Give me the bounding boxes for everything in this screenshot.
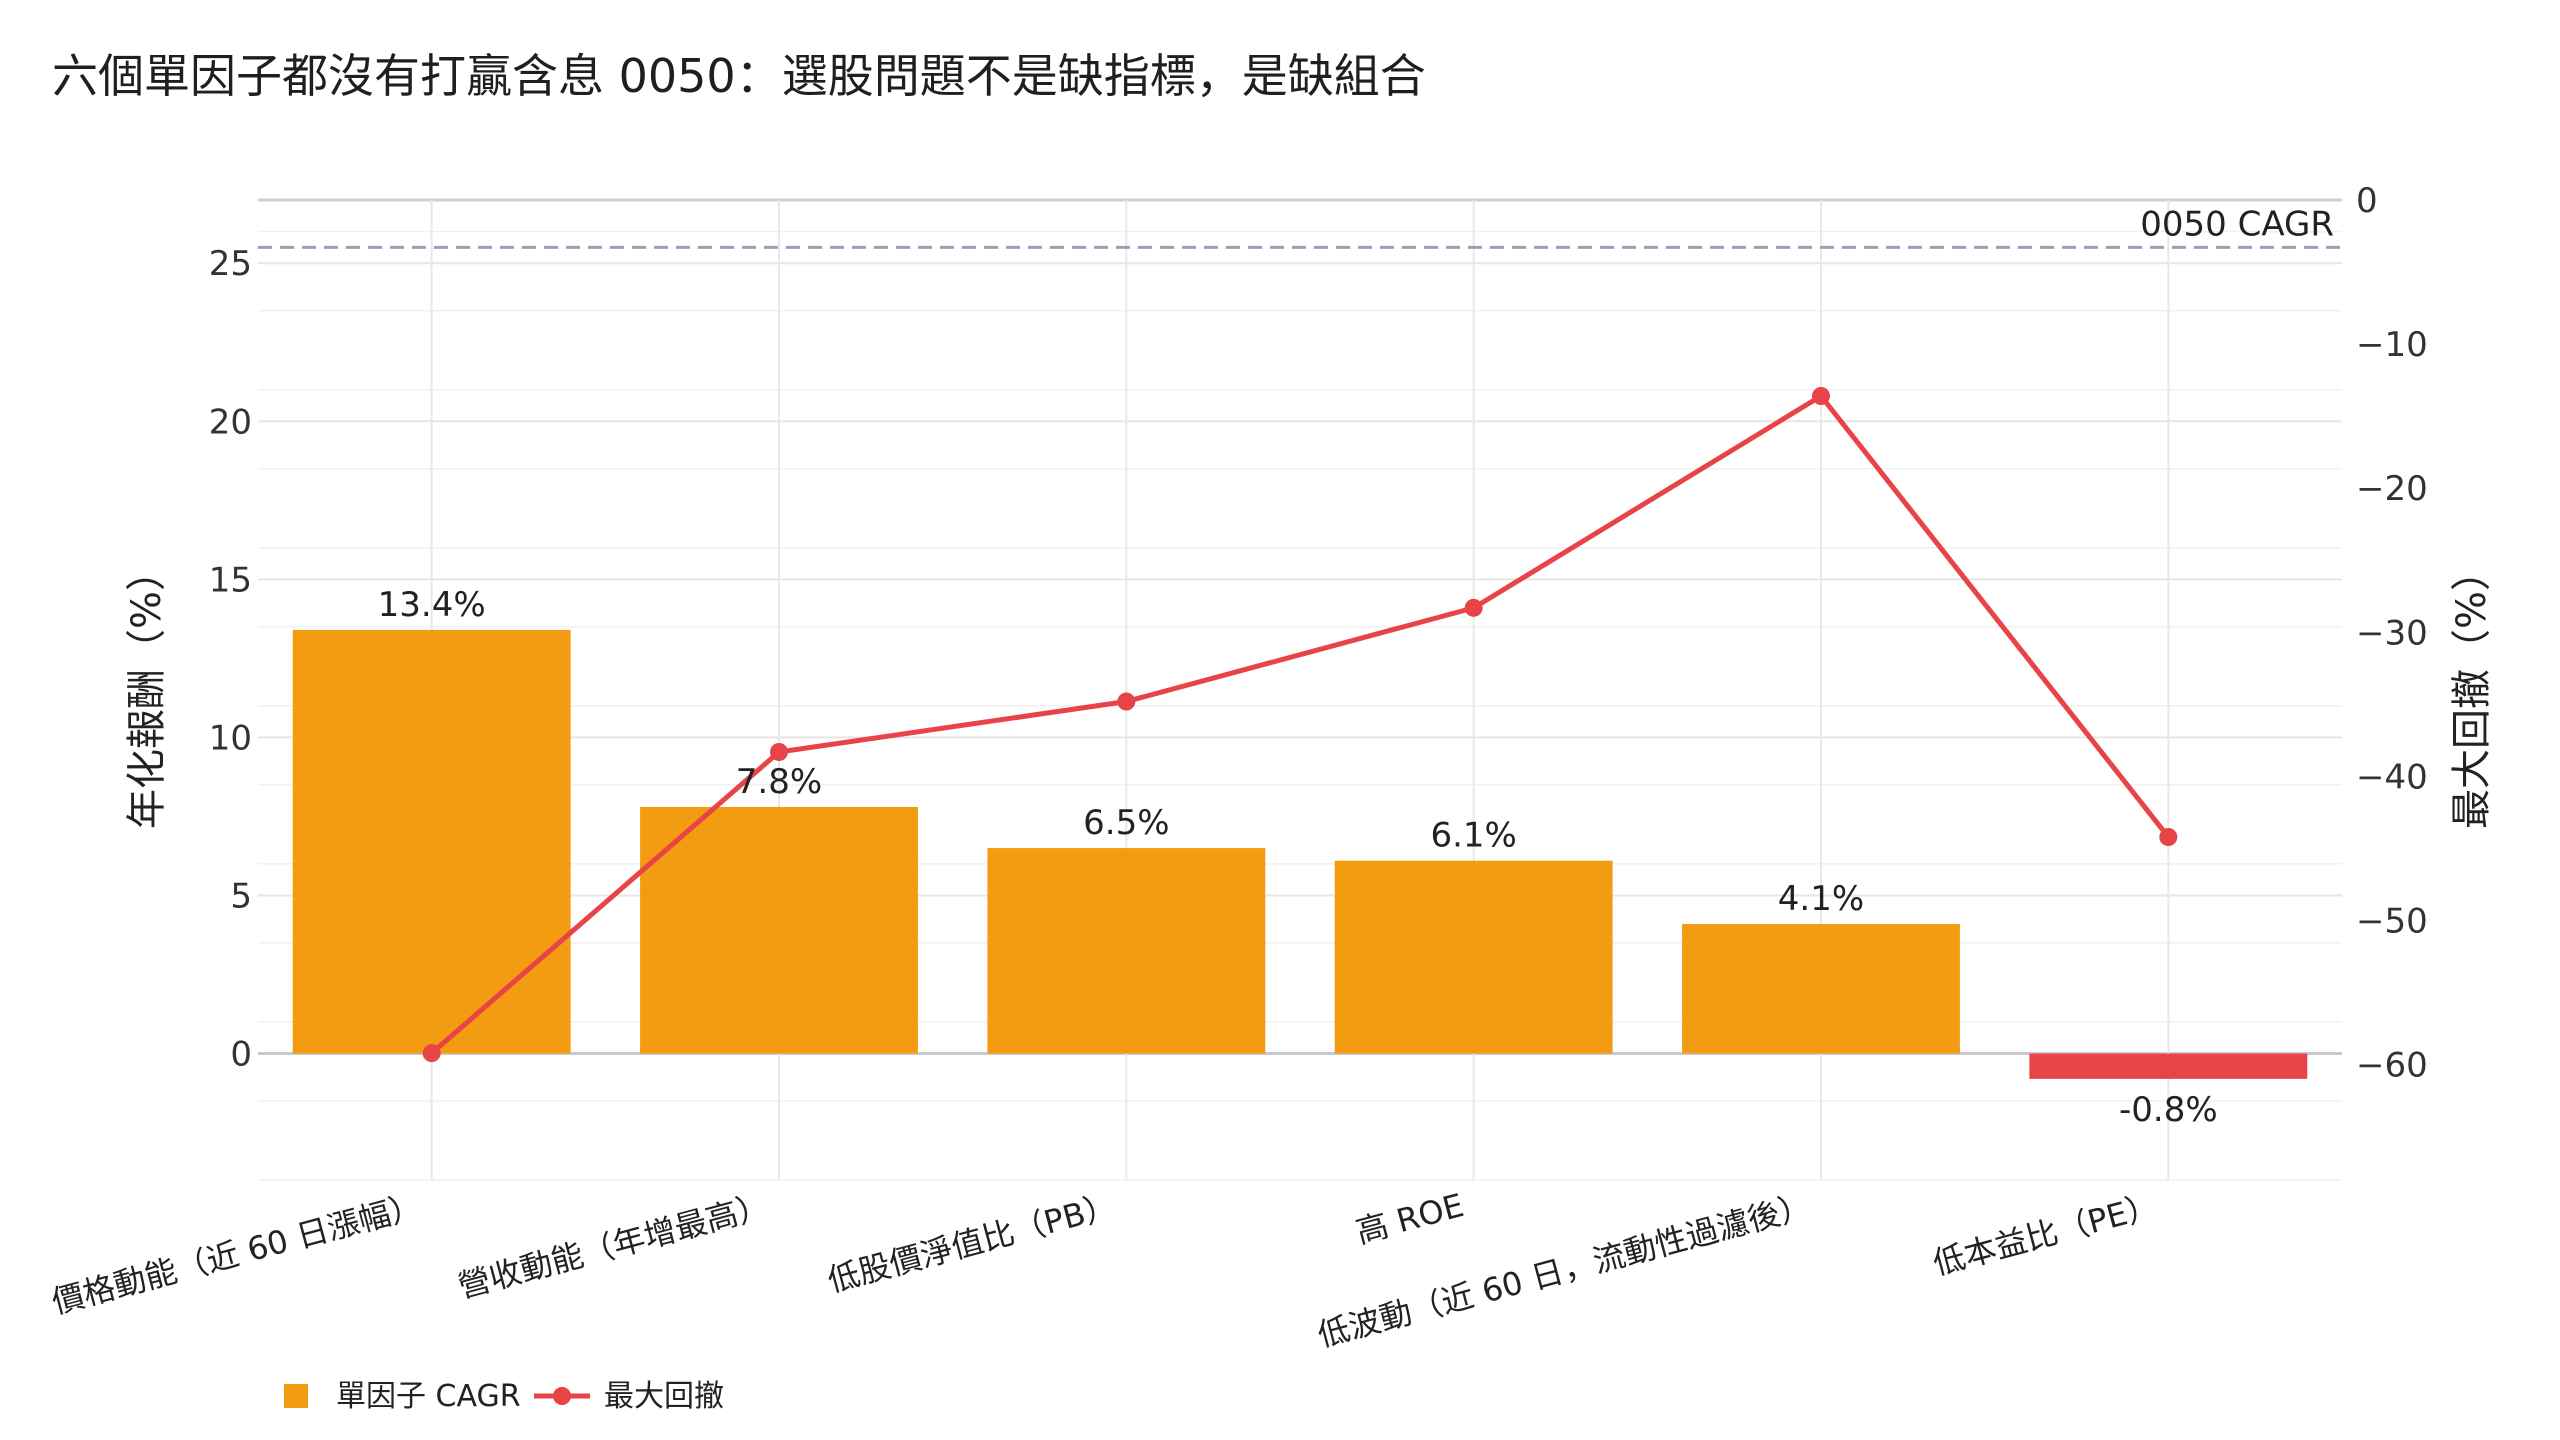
category-label: 低本益比（PE） — [1929, 1186, 2162, 1283]
left-tick-label: 25 — [209, 244, 252, 284]
drawdown-point — [1464, 598, 1483, 617]
right-tick-label: −60 — [2356, 1046, 2428, 1086]
bar-value-label: 6.1% — [1430, 816, 1516, 856]
drawdown-point — [1812, 387, 1830, 405]
bars — [292, 629, 2308, 1079]
drawdown-point — [2159, 828, 2178, 846]
left-tick-label: 20 — [209, 402, 252, 442]
legend-swatch-bar — [284, 1384, 308, 1408]
drawdown-point — [770, 742, 788, 761]
category-label: 價格動能（近 60 日漲幅） — [48, 1186, 426, 1321]
bar — [2029, 1053, 2308, 1079]
drawdown-point — [422, 1044, 441, 1063]
right-tick-label: −30 — [2356, 613, 2428, 653]
left-axis-title: 年化報酬（%） — [124, 551, 170, 829]
reference-line: 0050 CAGR — [258, 204, 2342, 249]
left-tick-label: 0 — [230, 1035, 252, 1075]
bar-value-label: 13.4% — [378, 585, 486, 625]
grid — [258, 198, 2342, 1181]
bar-value-label: 7.8% — [736, 762, 822, 802]
reference-line-label: 0050 CAGR — [2140, 204, 2334, 244]
drawdown-line — [422, 387, 2178, 1063]
bar — [1334, 860, 1613, 1054]
bar-value-label: 4.1% — [1778, 879, 1864, 919]
bar-value-label: -0.8% — [2119, 1090, 2218, 1130]
left-axis: 0 5 10 15 20 25 年化報酬（%） — [124, 244, 252, 1074]
right-axis-title: 最大回撤（%） — [2449, 551, 2495, 829]
legend-label-bar: 單因子 CAGR — [336, 1379, 521, 1414]
right-tick-label: −40 — [2356, 757, 2428, 797]
left-tick-label: 5 — [230, 876, 252, 916]
bar — [1682, 923, 1960, 1054]
legend-label-line: 最大回撤 — [604, 1379, 724, 1414]
drawdown-point — [1117, 692, 1136, 711]
bar — [987, 848, 1266, 1054]
category-label: 營收動能（年增最高） — [454, 1186, 773, 1306]
category-labels: 價格動能（近 60 日漲幅） 營收動能（年增最高） 低股價淨值比（PB） 高 ROE 低… — [48, 1186, 2163, 1354]
left-tick-label: 10 — [209, 718, 252, 758]
legend: 單因子 CAGR 最大回撤 — [284, 1379, 724, 1414]
right-axis: 0 −10 −20 −30 −40 −50 −60 最大回撤（%） — [2356, 181, 2495, 1086]
bar-labels: 13.4% 7.8% 6.5% 6.1% 4.1% -0.8% — [378, 585, 2218, 1130]
bar — [292, 629, 571, 1054]
drawdown-line-path — [430, 393, 2171, 1056]
chart-title: 六個單因子都沒有打贏含息 0050：選股問題不是缺指標，是缺組合 — [52, 49, 1426, 103]
right-tick-label: −50 — [2356, 902, 2428, 942]
bar-value-label: 6.5% — [1083, 803, 1169, 843]
right-tick-label: 0 — [2356, 181, 2378, 221]
bar — [640, 806, 918, 1054]
left-tick-label: 15 — [209, 560, 252, 600]
category-label: 高 ROE — [1352, 1186, 1468, 1251]
category-label: 低股價淨值比（PB） — [823, 1186, 1120, 1300]
right-tick-label: −20 — [2356, 469, 2428, 509]
right-tick-label: −10 — [2356, 325, 2428, 365]
legend-swatch-point — [553, 1387, 571, 1405]
